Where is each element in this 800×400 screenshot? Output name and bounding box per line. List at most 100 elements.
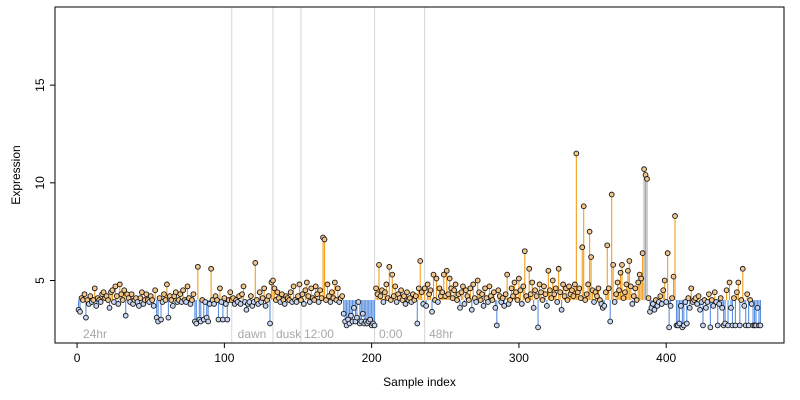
data-point xyxy=(651,306,658,313)
data-point xyxy=(657,293,664,299)
data-point xyxy=(672,213,678,219)
x-tick-label: 100 xyxy=(214,351,234,365)
data-point xyxy=(492,304,499,311)
data-point xyxy=(564,297,571,303)
data-point xyxy=(402,301,409,307)
y-tick-label: 15 xyxy=(33,78,47,92)
data-point xyxy=(580,203,587,210)
data-point xyxy=(527,291,534,298)
data-point xyxy=(489,297,496,303)
data-point xyxy=(392,283,399,290)
data-point xyxy=(726,279,733,286)
data-point xyxy=(667,303,674,309)
data-point xyxy=(670,273,677,280)
data-point xyxy=(661,277,668,284)
data-point xyxy=(638,275,644,282)
y-axis: 5 10 15 xyxy=(33,78,55,284)
data-point xyxy=(435,299,441,305)
data-point xyxy=(324,281,331,288)
data-point xyxy=(641,166,647,172)
data-point xyxy=(594,293,600,299)
data-point xyxy=(348,312,354,319)
data-point xyxy=(610,262,617,268)
data-point xyxy=(557,289,563,296)
data-point xyxy=(339,293,346,299)
data-point xyxy=(252,260,259,266)
data-point xyxy=(602,289,609,296)
data-point xyxy=(314,291,320,298)
data-point xyxy=(248,293,254,299)
data-point xyxy=(554,299,561,305)
data-point xyxy=(421,285,428,292)
data-point xyxy=(439,289,446,296)
data-point xyxy=(548,295,555,301)
data-point xyxy=(239,291,245,298)
data-point xyxy=(477,297,484,303)
y-axis-title: Expression xyxy=(9,145,23,204)
data-point xyxy=(480,303,487,309)
data-point xyxy=(376,262,382,268)
data-point xyxy=(367,316,374,323)
data-point xyxy=(222,301,229,307)
data-point xyxy=(735,279,742,286)
data-point xyxy=(423,303,429,309)
data-point xyxy=(371,322,378,329)
data-point xyxy=(334,285,341,292)
data-point xyxy=(162,297,169,303)
data-point xyxy=(302,287,309,294)
data-point xyxy=(317,287,323,294)
data-point xyxy=(398,287,404,294)
data-point xyxy=(116,281,123,288)
data-point xyxy=(169,303,176,309)
data-point xyxy=(570,293,577,299)
data-point xyxy=(418,289,425,296)
annotation-labels: 24hr dawn dusk 12:00 0:00 48hr xyxy=(83,327,453,341)
data-point xyxy=(115,301,122,307)
data-point xyxy=(542,291,549,298)
data-point xyxy=(380,299,387,305)
data-point xyxy=(683,320,690,327)
data-point xyxy=(290,283,297,290)
data-point xyxy=(150,303,157,309)
data-point xyxy=(728,304,734,311)
data-point xyxy=(377,293,384,299)
data-point xyxy=(530,304,537,311)
data-point xyxy=(446,275,453,282)
data-point xyxy=(486,283,493,290)
data-point xyxy=(227,289,234,296)
data-point xyxy=(340,310,347,317)
data-point xyxy=(452,281,459,288)
data-point xyxy=(585,281,591,288)
data-point xyxy=(688,285,695,292)
data-point xyxy=(566,283,572,290)
data-point xyxy=(576,285,583,292)
data-point xyxy=(118,291,125,298)
data-point xyxy=(748,301,755,307)
data-point xyxy=(629,301,636,307)
data-point xyxy=(373,285,379,292)
data-point xyxy=(560,281,566,288)
data-points xyxy=(75,150,764,331)
data-point xyxy=(265,293,272,299)
data-point xyxy=(739,265,746,272)
data-point xyxy=(520,283,527,290)
data-point xyxy=(128,291,135,298)
x-tick-label: 200 xyxy=(362,351,382,365)
data-point xyxy=(412,293,419,299)
data-point xyxy=(443,267,450,274)
data-point xyxy=(457,304,463,311)
data-point xyxy=(451,287,457,294)
data-point xyxy=(508,285,515,292)
data-point xyxy=(329,289,335,296)
data-point xyxy=(465,297,472,303)
data-point xyxy=(551,291,558,298)
data-point xyxy=(168,297,175,303)
data-point xyxy=(243,306,250,313)
data-point xyxy=(544,303,550,309)
data-point xyxy=(645,295,652,301)
data-point xyxy=(262,303,269,309)
data-point xyxy=(156,295,163,301)
data-point xyxy=(616,287,622,294)
data-point xyxy=(470,281,477,288)
data-point xyxy=(106,304,113,311)
